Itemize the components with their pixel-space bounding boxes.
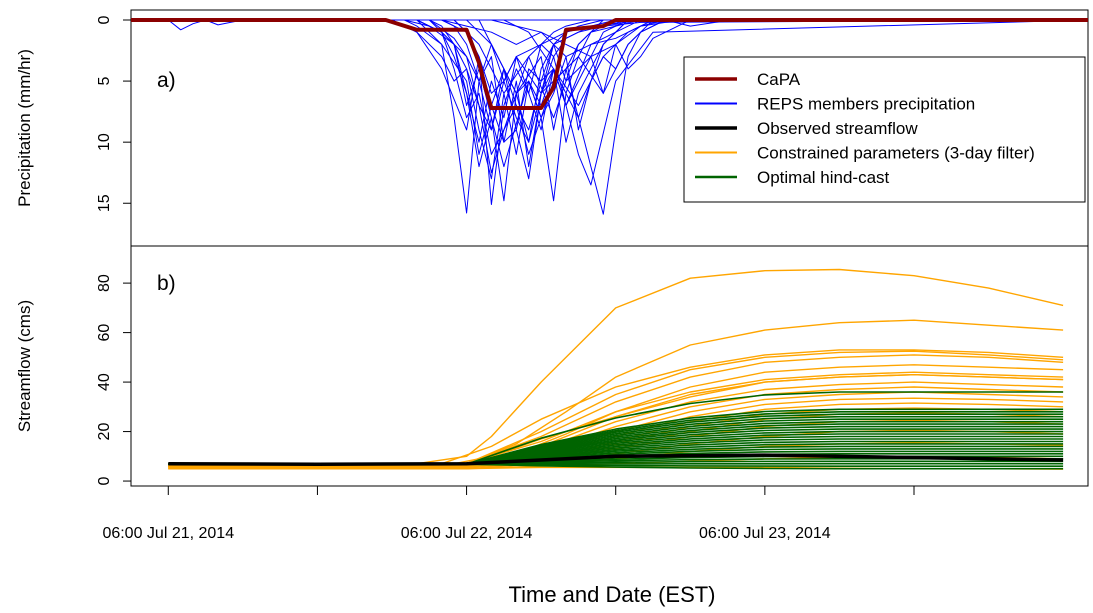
constrained-parameters-line [168, 319, 1064, 465]
legend-label: CaPA [757, 70, 801, 89]
x-tick-label: 06:00 Jul 21, 2014 [102, 525, 234, 542]
precipitation-axis: 0 5 10 15 [96, 15, 131, 212]
reps-member-line [131, 19, 1088, 155]
legend-label: REPS members precipitation [757, 95, 975, 114]
legend: CaPA REPS members precipitation Observed s… [683, 56, 1086, 203]
panel-b-label: b) [157, 272, 176, 295]
legend-label: Constrained parameters (3-day filter) [757, 144, 1035, 163]
streamflow-y-tick-label: 60 [96, 324, 113, 342]
legend-label: Optimal hind-cast [757, 168, 890, 187]
precipitation-y-axis-title: Precipitation (mm/hr) [15, 49, 34, 207]
observed-streamflow-line [168, 453, 1064, 466]
streamflow-plot-frame [130, 245, 1089, 487]
precipitation-panel: 0 5 10 15 a) Precipitation (mm/hr) [15, 9, 1089, 247]
streamflow-y-axis-title: Streamflow (cms) [15, 300, 34, 432]
x-tick-label: 06:00 Jul 22, 2014 [401, 525, 533, 542]
time-axis: 06:00 Jul 21, 2014 06:00 Jul 22, 2014 06:0… [102, 486, 915, 542]
streamflow-y-tick-label: 40 [96, 373, 113, 391]
reps-member-line [131, 19, 1088, 131]
precip-y-tick-label: 15 [96, 194, 113, 212]
constrained-parameters-line [168, 354, 1064, 465]
reps-member-line [131, 19, 1088, 58]
constrained-parameters-line [168, 349, 1064, 466]
reps-member-line [131, 19, 1088, 106]
streamflow-panel: 0 20 40 60 80 b) Streamflow (cms) [15, 245, 1089, 487]
capa-line [131, 18, 1088, 110]
reps-member-line [131, 19, 1088, 155]
constrained-parameters-line [168, 350, 1064, 465]
optimal-hindcast-line [168, 391, 1064, 466]
reps-member-line [131, 19, 1088, 131]
panel-a-label: a) [157, 69, 176, 92]
x-axis-title: Time and Date (EST) [508, 582, 715, 607]
precip-y-tick-label: 5 [96, 77, 113, 86]
streamflow-series [168, 268, 1064, 470]
reps-member-line [131, 19, 1088, 70]
reps-member-line [131, 19, 1089, 186]
precip-y-tick-label: 10 [96, 133, 113, 151]
streamflow-y-tick-label: 80 [96, 274, 113, 292]
legend-box [683, 56, 1086, 203]
legend-label: Observed streamflow [757, 119, 918, 138]
precip-y-tick-label: 0 [96, 15, 113, 24]
optimal-hindcast-line [168, 463, 1064, 470]
x-tick-label: 06:00 Jul 23, 2014 [699, 525, 831, 542]
reps-member-line [131, 19, 1089, 205]
precipitation-series [131, 18, 1089, 215]
streamflow-y-tick-label: 20 [96, 423, 113, 441]
constrained-parameters-line [168, 374, 1064, 467]
streamflow-y-tick-label: 0 [96, 477, 113, 486]
streamflow-axis: 0 20 40 60 80 [96, 274, 131, 486]
